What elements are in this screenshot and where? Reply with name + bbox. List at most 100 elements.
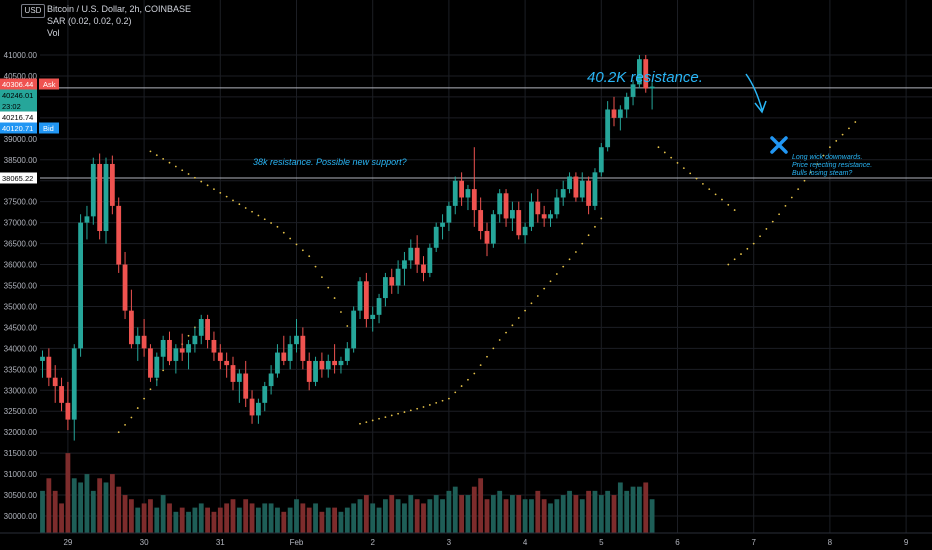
candle[interactable] <box>592 168 598 211</box>
candle[interactable] <box>503 189 509 227</box>
candle[interactable] <box>141 319 147 357</box>
candle[interactable] <box>173 344 179 374</box>
candle[interactable] <box>421 256 426 282</box>
candle[interactable] <box>478 197 484 240</box>
candle[interactable] <box>40 350 45 378</box>
candle[interactable] <box>522 222 528 244</box>
candle[interactable] <box>637 55 642 89</box>
candle[interactable] <box>383 272 388 307</box>
candle[interactable] <box>262 381 268 412</box>
candle[interactable] <box>643 55 649 93</box>
time-axis[interactable]: 29 30 31 Feb 2 3 4 5 6 7 8 9 <box>0 532 932 550</box>
candle[interactable] <box>129 289 134 349</box>
candle[interactable] <box>59 377 64 412</box>
candle[interactable] <box>205 314 210 349</box>
candle[interactable] <box>446 201 452 232</box>
candle[interactable] <box>236 369 242 403</box>
candle[interactable] <box>160 335 166 370</box>
candle[interactable] <box>300 327 306 370</box>
candle[interactable] <box>465 184 471 211</box>
last-price-tag[interactable]: 40246.01 <box>0 89 37 101</box>
bid-price-tag[interactable]: 40120.71 Bid <box>0 122 59 134</box>
candle[interactable] <box>389 268 395 294</box>
candle[interactable] <box>154 352 160 387</box>
countdown-tag[interactable]: 23:02 <box>0 100 37 112</box>
candle[interactable] <box>440 214 445 240</box>
mid-price-tag[interactable]: 40216.74 <box>0 111 37 123</box>
candle[interactable] <box>103 157 109 244</box>
candle[interactable] <box>275 344 280 378</box>
candle[interactable] <box>471 147 477 227</box>
candle[interactable] <box>541 205 547 227</box>
support-price-tag[interactable]: 38065.22 <box>0 172 37 184</box>
candle[interactable] <box>90 157 96 225</box>
candle[interactable] <box>357 277 363 320</box>
candle[interactable] <box>484 222 490 257</box>
candle[interactable] <box>256 398 261 424</box>
candle[interactable] <box>84 205 90 240</box>
candle[interactable] <box>560 180 566 206</box>
candle[interactable] <box>497 189 503 223</box>
candle[interactable] <box>351 306 357 353</box>
candle[interactable] <box>535 189 541 223</box>
candle[interactable] <box>186 339 191 370</box>
sar-indicator-label[interactable]: SAR (0.02, 0.02, 0.2) <box>47 16 132 26</box>
candle[interactable] <box>249 390 255 424</box>
candle[interactable] <box>376 293 382 324</box>
candle[interactable] <box>46 348 52 387</box>
candle[interactable] <box>370 306 376 332</box>
candle[interactable] <box>52 365 58 403</box>
candle[interactable] <box>217 344 223 370</box>
volume-indicator-label[interactable]: Vol <box>47 28 60 38</box>
candle[interactable] <box>332 344 337 374</box>
candle[interactable] <box>198 314 204 345</box>
candle[interactable] <box>605 101 611 152</box>
ask-price-tag[interactable]: 40306.44 Ask <box>0 78 59 90</box>
candle[interactable] <box>65 381 71 431</box>
candle[interactable] <box>598 143 604 177</box>
candle[interactable] <box>122 251 128 320</box>
candle[interactable] <box>624 92 630 118</box>
candle[interactable] <box>224 352 230 378</box>
candle[interactable] <box>452 176 458 215</box>
candle[interactable] <box>109 155 115 215</box>
candle[interactable] <box>579 172 585 202</box>
candle[interactable] <box>427 243 433 278</box>
candle[interactable] <box>313 356 318 387</box>
candle[interactable] <box>611 96 617 127</box>
candle[interactable] <box>268 365 274 395</box>
candle[interactable] <box>281 335 287 366</box>
candle[interactable] <box>148 344 153 382</box>
candle[interactable] <box>395 260 401 294</box>
candle[interactable] <box>490 210 496 248</box>
candle[interactable] <box>554 189 560 219</box>
candle[interactable] <box>325 354 331 378</box>
candle[interactable] <box>192 327 198 353</box>
candle[interactable] <box>516 201 522 240</box>
candle[interactable] <box>287 335 293 370</box>
candle[interactable] <box>573 172 579 202</box>
candle[interactable] <box>649 82 655 110</box>
candle[interactable] <box>548 210 553 227</box>
candle[interactable] <box>211 331 217 361</box>
candle[interactable] <box>630 80 636 106</box>
candle[interactable] <box>402 251 407 286</box>
candle[interactable] <box>319 352 325 378</box>
candle[interactable] <box>97 153 103 240</box>
candle[interactable] <box>243 360 249 408</box>
candle[interactable] <box>230 356 236 391</box>
candle[interactable] <box>306 352 312 391</box>
candle[interactable] <box>617 105 623 131</box>
candle[interactable] <box>433 222 439 252</box>
candle[interactable] <box>459 172 464 206</box>
candle[interactable] <box>510 201 515 232</box>
candle[interactable] <box>116 197 122 273</box>
currency-badge[interactable]: USD <box>21 4 45 18</box>
candle[interactable] <box>567 172 572 194</box>
candle[interactable] <box>179 333 185 361</box>
candle[interactable] <box>363 272 369 328</box>
candle[interactable] <box>344 342 350 366</box>
candle[interactable] <box>135 327 141 361</box>
candle[interactable] <box>408 239 414 269</box>
